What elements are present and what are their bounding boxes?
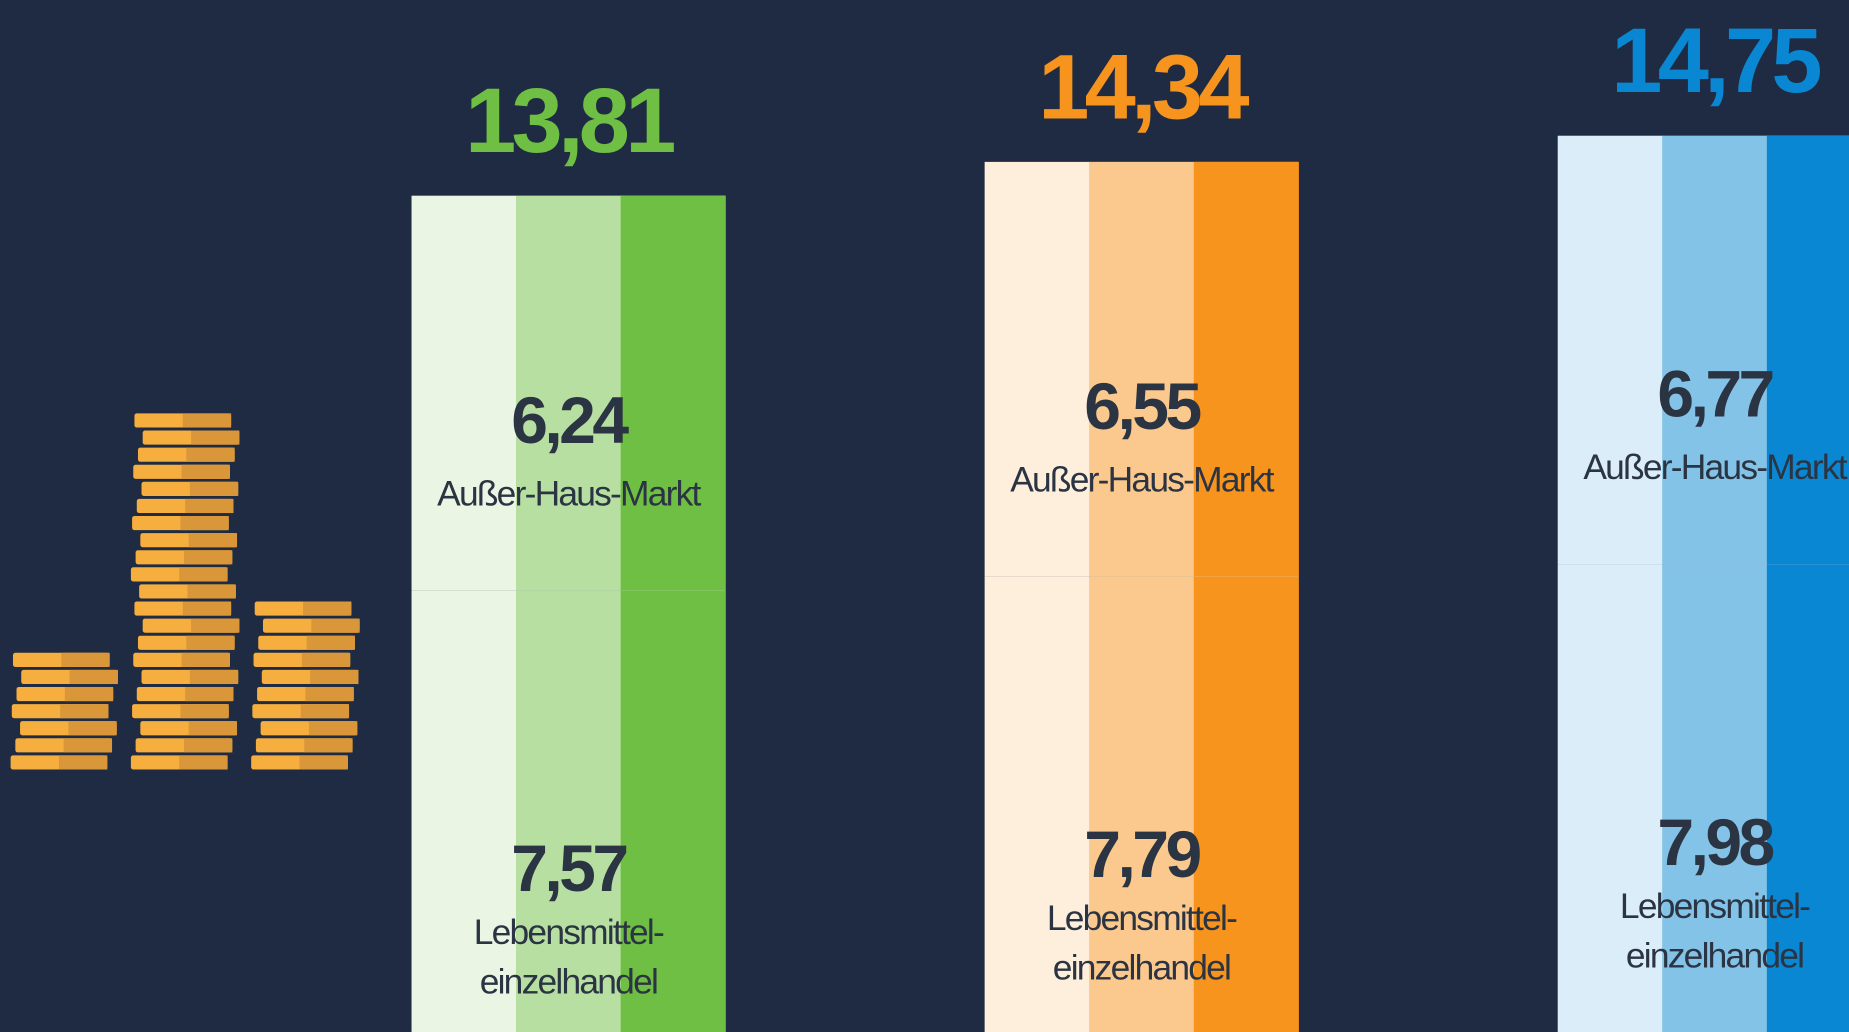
total-label: 13,81 — [465, 70, 674, 172]
bar-segment — [984, 161, 1299, 577]
segment-value: 6,55 — [1084, 369, 1200, 443]
segment-stripe — [1193, 576, 1299, 1032]
segment-stripe — [516, 195, 622, 591]
bar-segment — [411, 195, 726, 591]
segment-stripe — [1089, 576, 1195, 1032]
segment-value: 7,79 — [1084, 817, 1200, 891]
segment-stripe — [984, 161, 1090, 577]
segment-value: 7,57 — [511, 831, 626, 905]
coin-shade — [189, 481, 239, 496]
coin-shade — [181, 652, 230, 667]
coin-shade — [182, 601, 232, 616]
segment-stripe — [411, 195, 517, 591]
coin-shade — [311, 618, 360, 633]
bar-segment — [411, 590, 726, 1032]
coin-shade — [191, 430, 240, 445]
coin-shade — [68, 721, 117, 736]
segment-stripe — [620, 195, 726, 591]
coin-shade — [185, 686, 234, 702]
coin-shade — [64, 686, 114, 702]
coin-shade — [179, 755, 228, 770]
segment-stripe — [411, 590, 517, 1032]
series-name: Lebensmittel-einzelhandel — [1047, 899, 1237, 988]
series-name: Außer-Haus-Markt — [437, 474, 701, 513]
coin-shade — [183, 550, 233, 565]
segment-value: 6,77 — [1657, 357, 1772, 431]
coin-shade — [182, 413, 232, 428]
bar-segment — [1557, 564, 1849, 1032]
coin-shade — [300, 704, 350, 719]
bar-segment — [1557, 135, 1849, 565]
total-label: 14,75 — [1611, 10, 1820, 112]
segment-stripe — [1766, 564, 1849, 1032]
coin-shade — [185, 498, 234, 514]
segment-stripe — [984, 576, 1090, 1032]
coin-shade — [69, 669, 118, 685]
coin-shade — [188, 533, 238, 548]
coin-shade — [301, 652, 351, 667]
coin-shade — [191, 618, 240, 633]
coin-shade — [179, 567, 228, 582]
segment-stripe — [1193, 161, 1299, 577]
coin-shade — [308, 721, 358, 736]
coin-shade — [305, 686, 354, 702]
coin-shade — [310, 669, 359, 685]
coin-shade — [187, 584, 236, 599]
coin-shade — [186, 447, 235, 462]
total-label: 14,34 — [1038, 36, 1249, 138]
coin-shade — [60, 704, 109, 719]
series-name: Lebensmittel-einzelhandel — [474, 913, 664, 1002]
segment-stripe — [620, 590, 726, 1032]
coin-shade — [180, 516, 229, 531]
coin-shade — [183, 738, 233, 753]
coin-shade — [306, 635, 355, 650]
segment-stripe — [1766, 135, 1849, 565]
coin-shade — [61, 652, 110, 667]
coin-shade — [180, 704, 229, 719]
series-name: Außer-Haus-Markt — [1010, 460, 1274, 499]
segment-stripe — [1557, 135, 1663, 565]
segment-stripe — [1662, 135, 1768, 565]
segment-value: 6,24 — [511, 383, 629, 457]
segment-stripe — [1089, 161, 1195, 577]
coin-shade — [189, 669, 239, 685]
coin-shade — [304, 738, 353, 753]
series-name: Außer-Haus-Markt — [1583, 448, 1847, 487]
coin-shade — [299, 755, 348, 770]
coin-shade — [303, 601, 352, 616]
coin-stacks — [10, 413, 360, 770]
coin-shade — [58, 755, 108, 770]
coin-shade — [63, 738, 113, 753]
segment-value: 7,98 — [1657, 805, 1773, 879]
coin-shade — [181, 464, 230, 479]
segment-stripe — [1557, 564, 1663, 1032]
series-name: Lebensmittel-einzelhandel — [1620, 887, 1810, 976]
bar-segment — [984, 576, 1299, 1032]
coin-shade — [186, 635, 235, 650]
segment-stripe — [1662, 564, 1768, 1032]
segment-stripe — [516, 590, 622, 1032]
coin-shade — [188, 721, 238, 736]
